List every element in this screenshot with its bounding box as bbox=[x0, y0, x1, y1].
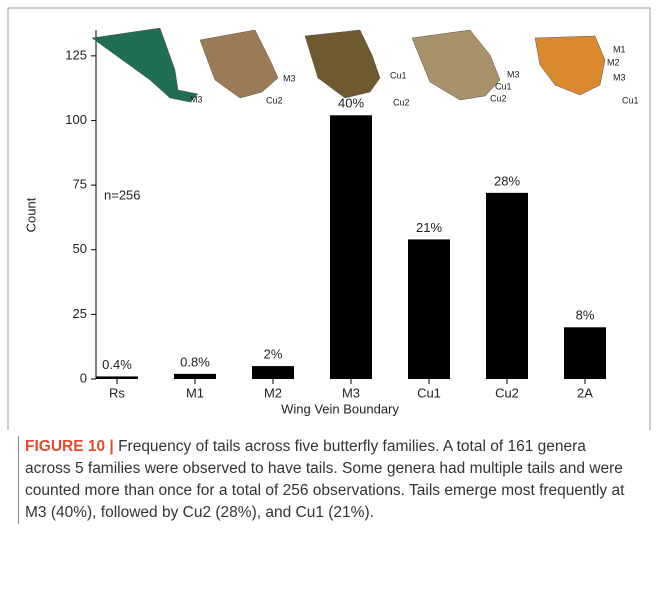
vein-label: M3 bbox=[613, 72, 626, 82]
caption: FIGURE 10 | Frequency of tails across fi… bbox=[18, 436, 635, 524]
value-label: 2% bbox=[264, 347, 283, 362]
value-label: 0.4% bbox=[102, 357, 132, 372]
caption-label: FIGURE 10 | bbox=[25, 438, 114, 455]
x-tick-label: Cu1 bbox=[417, 385, 441, 400]
value-label: 21% bbox=[416, 220, 442, 235]
frame bbox=[7, 7, 651, 430]
x-axis-label: Wing Vein Boundary bbox=[281, 401, 399, 416]
vein-label: Cu2 bbox=[490, 93, 507, 103]
vein-label: Cu1 bbox=[622, 95, 639, 105]
vein-label: Cu1 bbox=[390, 70, 407, 80]
vein-label: Cu2 bbox=[393, 97, 410, 107]
bar bbox=[564, 327, 606, 379]
y-tick-label: 100 bbox=[65, 112, 87, 127]
bar bbox=[330, 115, 372, 380]
vein-label: M2 bbox=[607, 57, 620, 67]
y-tick-label: 25 bbox=[73, 306, 87, 321]
wing-illustration bbox=[304, 29, 381, 99]
bar bbox=[486, 192, 528, 379]
vein-label: Cu2 bbox=[266, 95, 283, 105]
vein-label: M3 bbox=[190, 94, 203, 104]
x-tick-label: M2 bbox=[264, 385, 282, 400]
caption-text: Frequency of tails across five butterfly… bbox=[25, 438, 625, 521]
value-label: 28% bbox=[494, 173, 520, 188]
y-tick-label: 0 bbox=[80, 370, 87, 385]
vein-label: M3 bbox=[507, 69, 520, 79]
x-tick-label: Cu2 bbox=[495, 385, 519, 400]
x-tick-label: Rs bbox=[109, 385, 125, 400]
x-tick-label: M1 bbox=[186, 385, 204, 400]
wing-illustration bbox=[91, 27, 199, 103]
bar bbox=[408, 239, 450, 379]
y-tick-label: 75 bbox=[73, 177, 87, 192]
x-tick-label: M3 bbox=[342, 385, 360, 400]
wing-illustration bbox=[534, 35, 606, 96]
bar bbox=[96, 376, 138, 379]
vein-label: Cu1 bbox=[495, 81, 512, 91]
value-label: 0.8% bbox=[180, 354, 210, 369]
y-tick-label: 50 bbox=[73, 241, 87, 256]
vein-label: M3 bbox=[283, 73, 296, 83]
wing-illustration bbox=[411, 29, 501, 101]
y-tick-label: 125 bbox=[65, 47, 87, 62]
x-tick-label: 2A bbox=[577, 385, 593, 400]
value-label: 8% bbox=[576, 308, 595, 323]
annotation: n=256 bbox=[104, 187, 141, 202]
chart: Count Wing Vein Boundary n=256 0 25 50 75 10… bbox=[7, 7, 651, 430]
vein-label: M1 bbox=[613, 44, 626, 54]
bar bbox=[252, 366, 294, 379]
value-label: 40% bbox=[338, 96, 364, 111]
wing-illustration bbox=[199, 29, 279, 99]
y-axis-label: Count bbox=[23, 197, 38, 232]
bar bbox=[174, 373, 216, 379]
